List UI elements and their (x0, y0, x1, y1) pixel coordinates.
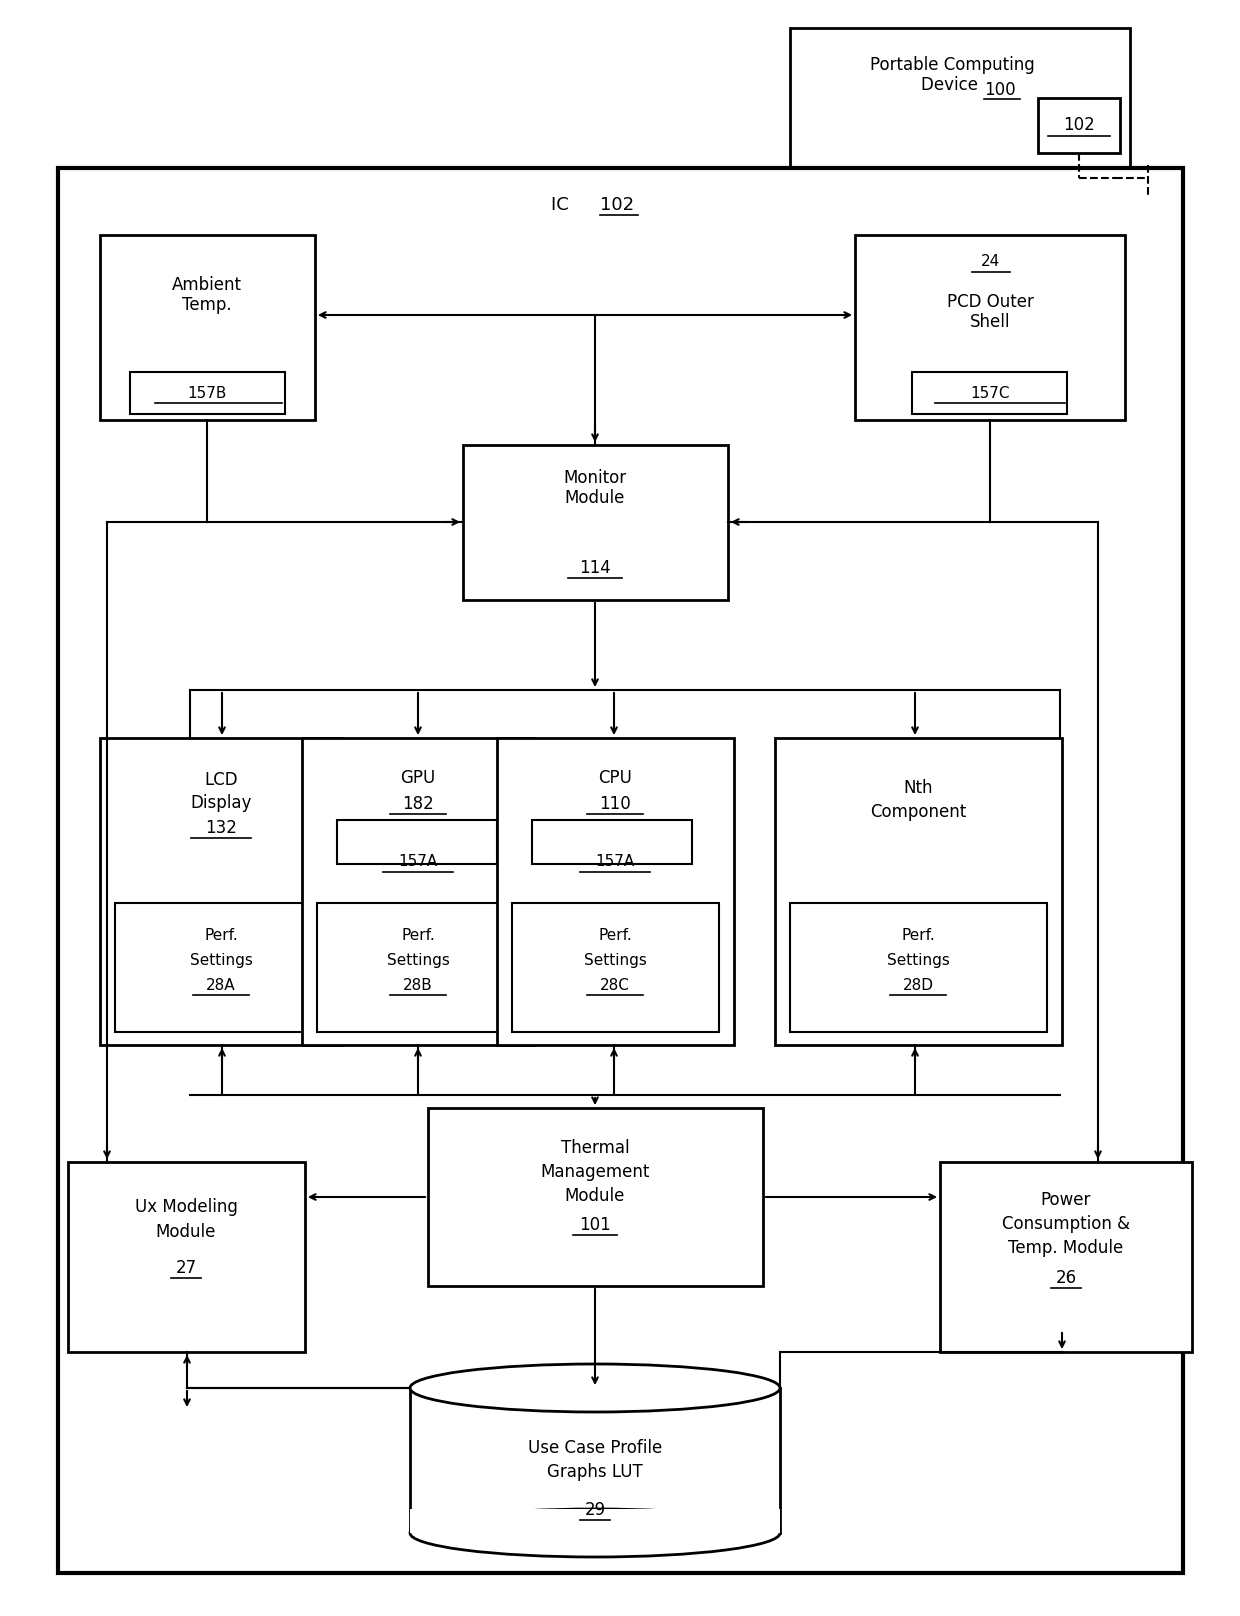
FancyBboxPatch shape (497, 739, 734, 1046)
Text: 100: 100 (985, 81, 1016, 99)
Text: 28A: 28A (206, 978, 236, 992)
Text: 102: 102 (600, 196, 634, 213)
Text: CPU: CPU (598, 769, 632, 787)
Text: 28B: 28B (403, 978, 433, 992)
Text: 157A: 157A (595, 855, 635, 869)
Text: 28C: 28C (600, 978, 630, 992)
FancyBboxPatch shape (317, 903, 520, 1033)
Text: Ambient
Temp.: Ambient Temp. (172, 276, 242, 315)
FancyBboxPatch shape (410, 1509, 780, 1534)
Text: Temp. Module: Temp. Module (1008, 1239, 1123, 1257)
Ellipse shape (410, 1364, 780, 1412)
FancyBboxPatch shape (100, 234, 315, 420)
FancyBboxPatch shape (790, 27, 1130, 168)
Text: Management: Management (541, 1164, 650, 1181)
FancyBboxPatch shape (115, 903, 327, 1033)
Text: PCD Outer
Shell: PCD Outer Shell (946, 292, 1033, 331)
Text: Power: Power (1040, 1191, 1091, 1209)
Text: Monitor
Module: Monitor Module (563, 469, 626, 507)
Text: Module: Module (156, 1223, 216, 1241)
Text: 101: 101 (579, 1215, 611, 1235)
FancyBboxPatch shape (58, 168, 1183, 1572)
Text: 182: 182 (402, 795, 434, 813)
Ellipse shape (410, 1509, 780, 1556)
Text: Graphs LUT: Graphs LUT (547, 1462, 642, 1480)
FancyBboxPatch shape (428, 1109, 763, 1286)
Text: Module: Module (564, 1188, 625, 1206)
Text: Display: Display (190, 793, 252, 811)
Text: 29: 29 (584, 1501, 605, 1519)
Text: GPU: GPU (401, 769, 435, 787)
Text: LCD: LCD (205, 771, 238, 789)
Text: Portable Computing
Device: Portable Computing Device (870, 55, 1034, 94)
Text: Perf.: Perf. (401, 928, 435, 942)
Text: Perf.: Perf. (598, 928, 632, 942)
FancyBboxPatch shape (100, 739, 342, 1046)
Text: 24: 24 (981, 254, 999, 270)
FancyBboxPatch shape (130, 372, 285, 414)
Text: 27: 27 (175, 1259, 197, 1277)
Text: Perf.: Perf. (205, 928, 238, 942)
Text: Settings: Settings (887, 952, 950, 968)
Text: 157C: 157C (970, 386, 1009, 401)
Text: Settings: Settings (387, 952, 449, 968)
Text: Thermal: Thermal (560, 1139, 630, 1157)
Text: 28D: 28D (903, 978, 934, 992)
Text: Consumption &: Consumption & (1002, 1215, 1130, 1233)
FancyBboxPatch shape (940, 1162, 1192, 1353)
FancyBboxPatch shape (512, 903, 719, 1033)
FancyBboxPatch shape (856, 234, 1125, 420)
Text: 114: 114 (579, 559, 611, 577)
FancyBboxPatch shape (463, 444, 728, 600)
Text: Settings: Settings (190, 952, 253, 968)
Text: Component: Component (870, 803, 966, 821)
FancyBboxPatch shape (775, 739, 1061, 1046)
Text: Nth: Nth (903, 779, 932, 797)
Text: 26: 26 (1055, 1269, 1076, 1286)
Text: 132: 132 (205, 819, 237, 837)
FancyBboxPatch shape (911, 372, 1066, 414)
FancyBboxPatch shape (1038, 99, 1120, 154)
Text: 102: 102 (1063, 116, 1095, 134)
FancyBboxPatch shape (532, 819, 692, 865)
FancyBboxPatch shape (303, 739, 534, 1046)
Text: Ux Modeling: Ux Modeling (135, 1197, 237, 1215)
Text: Use Case Profile: Use Case Profile (528, 1438, 662, 1458)
Text: 110: 110 (599, 795, 631, 813)
Text: 157A: 157A (398, 855, 438, 869)
FancyBboxPatch shape (68, 1162, 305, 1353)
Text: Settings: Settings (584, 952, 646, 968)
Text: Perf.: Perf. (901, 928, 935, 942)
FancyBboxPatch shape (790, 903, 1047, 1033)
Text: IC: IC (551, 196, 580, 213)
Text: 157B: 157B (187, 386, 227, 401)
FancyBboxPatch shape (337, 819, 497, 865)
